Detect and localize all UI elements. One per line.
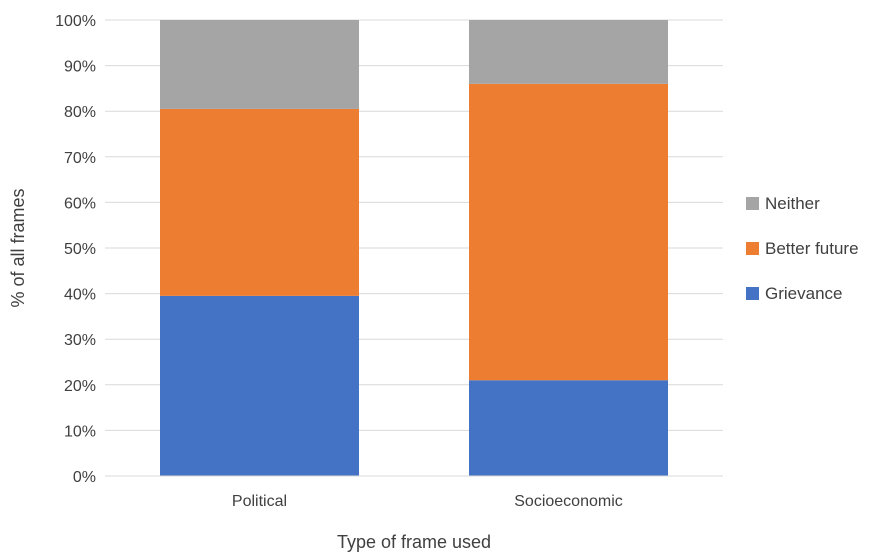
- y-tick-label: 30%: [64, 332, 96, 349]
- y-tick-label: 60%: [64, 195, 96, 212]
- y-tick-label: 100%: [55, 13, 96, 30]
- y-axis-ticks: 0% 10% 20% 30% 40% 50% 60% 70% 80% 90% 100%: [55, 13, 96, 486]
- y-tick-label: 10%: [64, 423, 96, 440]
- bar-neither-socioeconomic: [469, 20, 668, 84]
- y-axis-title: % of all frames: [8, 188, 28, 307]
- y-tick-label: 40%: [64, 287, 96, 304]
- bar-better-future-political: [160, 108, 359, 296]
- legend-label: Grievance: [765, 284, 842, 303]
- y-tick-label: 70%: [64, 150, 96, 167]
- y-tick-label: 90%: [64, 59, 96, 76]
- legend: Neither Better future Grievance: [746, 194, 859, 303]
- y-tick-label: 50%: [64, 241, 96, 258]
- legend-swatch: [746, 197, 759, 210]
- legend-label: Better future: [765, 239, 859, 258]
- legend-label: Neither: [765, 194, 820, 213]
- x-category-label: Political: [232, 493, 287, 510]
- bar-neither-political: [160, 20, 359, 109]
- x-category-label: Socioeconomic: [514, 493, 623, 510]
- legend-swatch: [746, 242, 759, 255]
- bar-grievance-political: [160, 295, 359, 476]
- y-tick-label: 20%: [64, 378, 96, 395]
- x-axis-title: Type of frame used: [337, 532, 491, 552]
- y-tick-label: 0%: [73, 469, 96, 486]
- bar-grievance-socioeconomic: [469, 380, 668, 476]
- bar-better-future-socioeconomic: [469, 83, 668, 381]
- y-tick-label: 80%: [64, 104, 96, 121]
- bars: [160, 20, 668, 476]
- legend-swatch: [746, 287, 759, 300]
- x-axis-categories: Political Socioeconomic: [232, 493, 623, 510]
